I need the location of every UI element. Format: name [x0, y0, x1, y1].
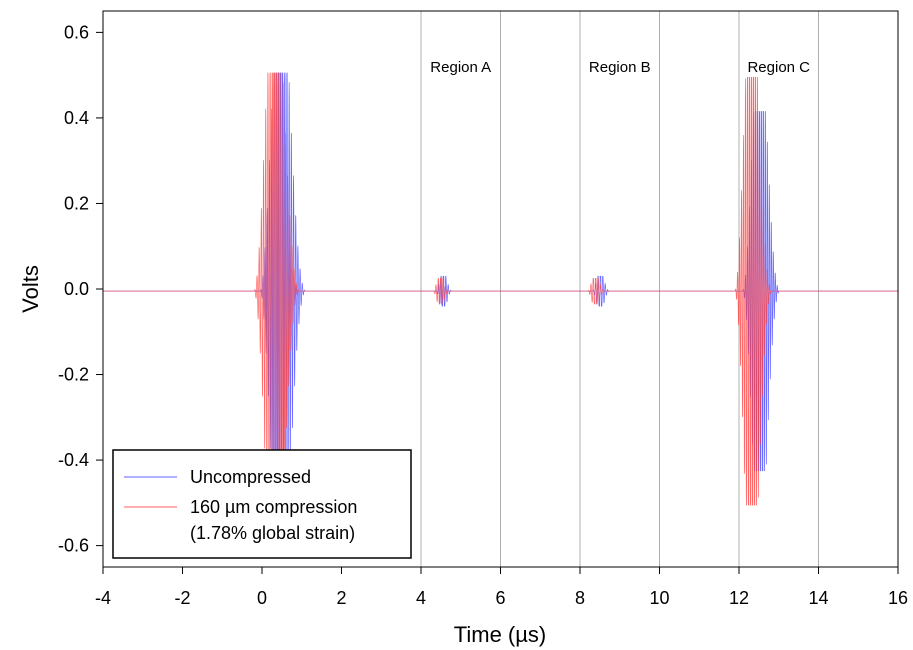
region-labels: Region A Region B Region C — [430, 59, 810, 76]
legend-label-compression: 160 µm compression — [190, 497, 357, 517]
y-tick-label: 0.4 — [64, 108, 89, 128]
x-axis: -4 -2 0 2 4 6 8 10 12 14 16 — [95, 567, 908, 608]
x-tick-label: 4 — [416, 588, 426, 608]
x-tick-label: 8 — [575, 588, 585, 608]
x-tick-label: 12 — [729, 588, 749, 608]
region-label: Region C — [747, 59, 810, 76]
x-tick-label: 14 — [808, 588, 828, 608]
legend-sublabel-compression: (1.78% global strain) — [190, 523, 355, 543]
y-tick-label: -0.2 — [58, 365, 89, 385]
x-tick-label: 6 — [495, 588, 505, 608]
series-layer — [103, 72, 898, 510]
y-tick-label: -0.4 — [58, 450, 89, 470]
y-tick-label: -0.6 — [58, 536, 89, 556]
legend-box — [112, 449, 412, 559]
x-tick-label: -2 — [174, 588, 190, 608]
x-axis-title: Time (µs) — [454, 622, 547, 647]
x-tick-label: 2 — [336, 588, 346, 608]
y-axis: -0.6 -0.4 -0.2 0.0 0.2 0.4 0.6 — [58, 22, 103, 556]
x-tick-label: 10 — [649, 588, 669, 608]
x-tick-label: 16 — [888, 588, 908, 608]
series-line-compression — [103, 72, 898, 510]
y-tick-label: 0.6 — [64, 22, 89, 42]
legend-label-uncompressed: Uncompressed — [190, 467, 311, 487]
x-tick-label: -4 — [95, 588, 111, 608]
y-tick-label: 0.0 — [64, 279, 89, 299]
legend: Uncompressed 160 µm compression (1.78% g… — [112, 449, 412, 559]
y-axis-title: Volts — [18, 265, 43, 313]
y-tick-label: 0.2 — [64, 193, 89, 213]
region-label: Region B — [589, 59, 651, 76]
x-tick-label: 0 — [257, 588, 267, 608]
region-label: Region A — [430, 59, 491, 76]
